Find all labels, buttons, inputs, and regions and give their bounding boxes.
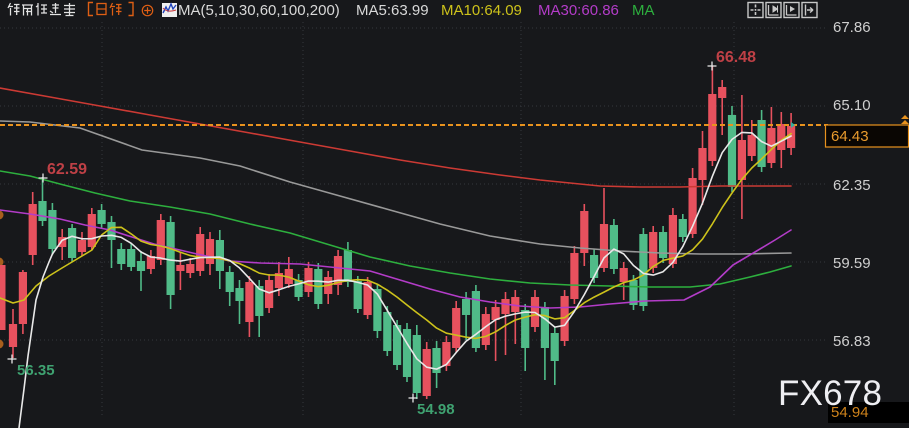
svg-text:MA5:63.99: MA5:63.99 [356, 2, 429, 19]
svg-text:67.86: 67.86 [833, 19, 871, 36]
svg-text:65.10: 65.10 [833, 97, 871, 114]
svg-text:MA(5,10,30,60,100,200): MA(5,10,30,60,100,200) [178, 2, 340, 19]
svg-text:MA30:60.86: MA30:60.86 [538, 2, 619, 19]
svg-text:54.94: 54.94 [831, 404, 869, 421]
svg-text:59.59: 59.59 [833, 255, 871, 272]
svg-text:62.59: 62.59 [47, 161, 87, 178]
svg-text:MA10:64.09: MA10:64.09 [441, 2, 522, 19]
svg-text:54.98: 54.98 [417, 401, 455, 418]
svg-text:56.83: 56.83 [833, 333, 871, 350]
svg-text:56.35: 56.35 [17, 362, 55, 379]
svg-text:MA: MA [632, 2, 655, 19]
svg-text:62.35: 62.35 [833, 177, 871, 194]
svg-text:FX678: FX678 [778, 374, 882, 413]
svg-text:64.43: 64.43 [831, 128, 869, 145]
svg-text:66.48: 66.48 [716, 49, 756, 66]
